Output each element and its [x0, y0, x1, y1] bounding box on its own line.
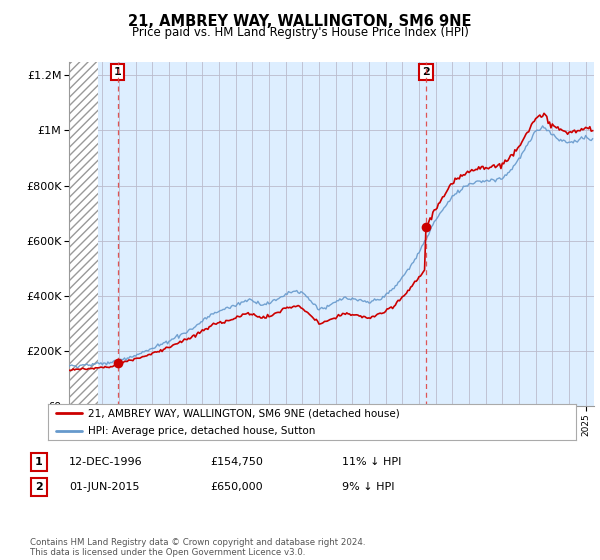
Text: 11% ↓ HPI: 11% ↓ HPI [342, 457, 401, 467]
Text: 01-JUN-2015: 01-JUN-2015 [69, 482, 139, 492]
Text: 2: 2 [35, 482, 43, 492]
Text: HPI: Average price, detached house, Sutton: HPI: Average price, detached house, Sutt… [88, 426, 315, 436]
Text: 21, AMBREY WAY, WALLINGTON, SM6 9NE (detached house): 21, AMBREY WAY, WALLINGTON, SM6 9NE (det… [88, 408, 400, 418]
Bar [69, 62, 98, 406]
Text: 2: 2 [422, 67, 430, 77]
Text: 12-DEC-1996: 12-DEC-1996 [69, 457, 143, 467]
Text: 21, AMBREY WAY, WALLINGTON, SM6 9NE: 21, AMBREY WAY, WALLINGTON, SM6 9NE [128, 14, 472, 29]
Text: £650,000: £650,000 [210, 482, 263, 492]
Text: 9% ↓ HPI: 9% ↓ HPI [342, 482, 395, 492]
Text: 1: 1 [35, 457, 43, 467]
Text: Price paid vs. HM Land Registry's House Price Index (HPI): Price paid vs. HM Land Registry's House … [131, 26, 469, 39]
Text: £154,750: £154,750 [210, 457, 263, 467]
Text: Contains HM Land Registry data © Crown copyright and database right 2024.
This d: Contains HM Land Registry data © Crown c… [30, 538, 365, 557]
Text: 1: 1 [114, 67, 121, 77]
